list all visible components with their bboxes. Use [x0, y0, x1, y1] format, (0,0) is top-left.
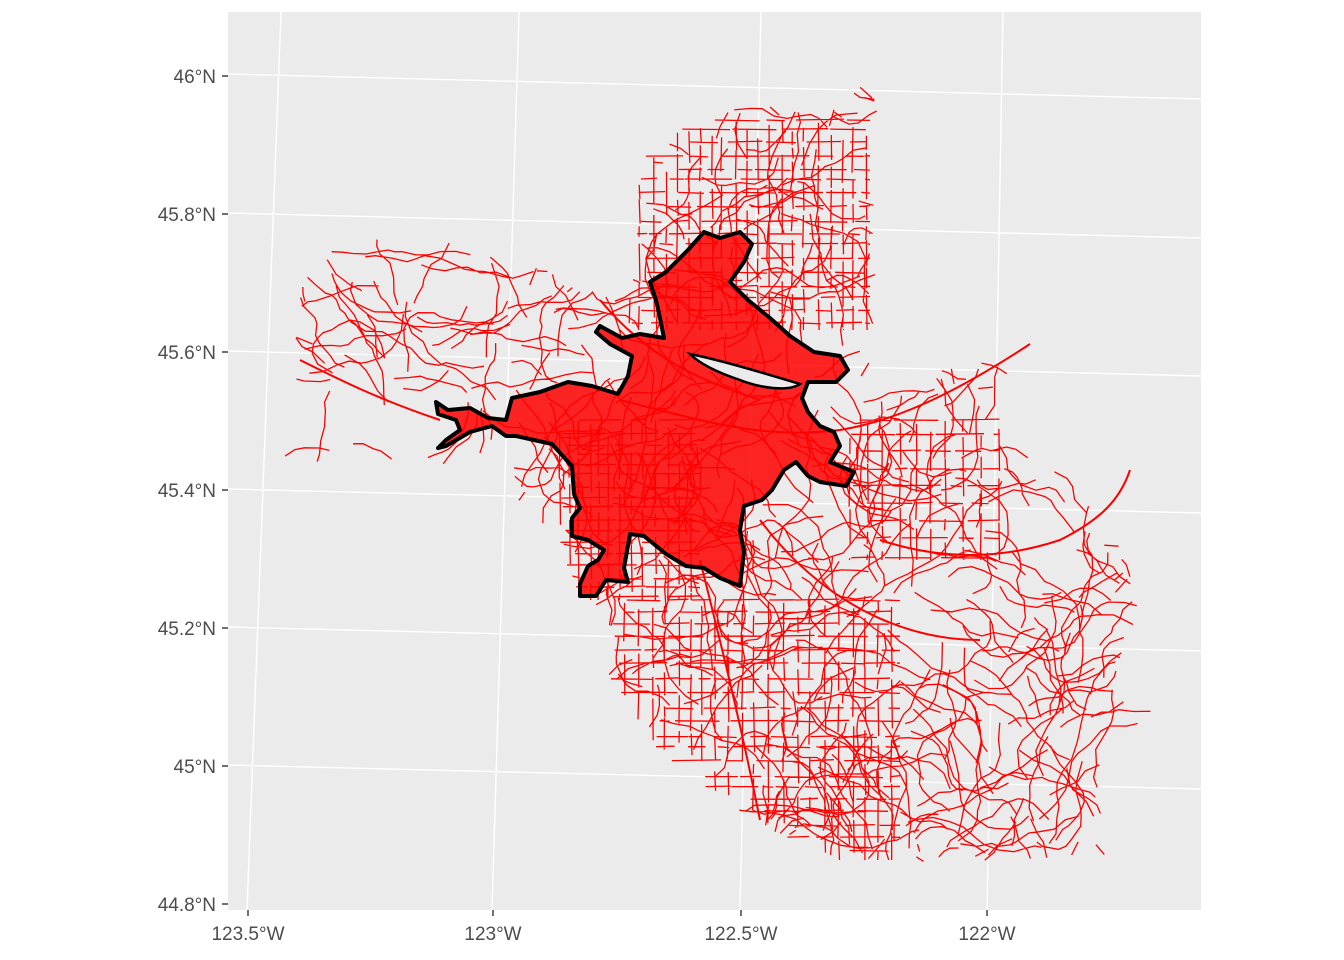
urban-growth-boundary	[434, 230, 856, 598]
lat-tick-label: 46°N	[174, 67, 216, 88]
highway-line	[299, 359, 441, 421]
y-axis: 46°N 45.8°N 45.6°N 45.4°N 45.2°N 45°N 44.8°N	[158, 67, 228, 916]
highway-line	[879, 469, 1131, 556]
boundary-outline	[434, 230, 856, 598]
highway-line	[759, 519, 981, 641]
lat-tick-label: 45.2°N	[158, 619, 216, 640]
lat-tick-label: 44.8°N	[158, 895, 216, 916]
graticule-lon-123.5	[246, 11, 282, 911]
boundary-interior-roads	[436, 232, 854, 596]
lat-tick-label: 45.6°N	[158, 343, 216, 364]
graticule-lon-122	[986, 11, 1004, 911]
lon-tick-label: 123.5°W	[211, 924, 284, 945]
lat-tick-label: 45°N	[174, 757, 216, 778]
x-axis: 123.5°W 123°W 122.5°W 122°W	[211, 910, 1016, 945]
river-gap	[686, 351, 803, 390]
road-network	[284, 86, 1151, 862]
lon-tick-label: 122°W	[958, 924, 1015, 945]
lat-tick-label: 45.8°N	[158, 205, 216, 226]
graticule-lon-123	[491, 11, 520, 911]
lon-tick-label: 122.5°W	[704, 924, 777, 945]
lat-tick-label: 45.4°N	[158, 481, 216, 502]
graticule-lat-45.8	[227, 212, 1202, 239]
lon-tick-label: 123°W	[464, 924, 521, 945]
graticule-lat-46	[227, 73, 1202, 100]
highway-line	[699, 559, 761, 821]
